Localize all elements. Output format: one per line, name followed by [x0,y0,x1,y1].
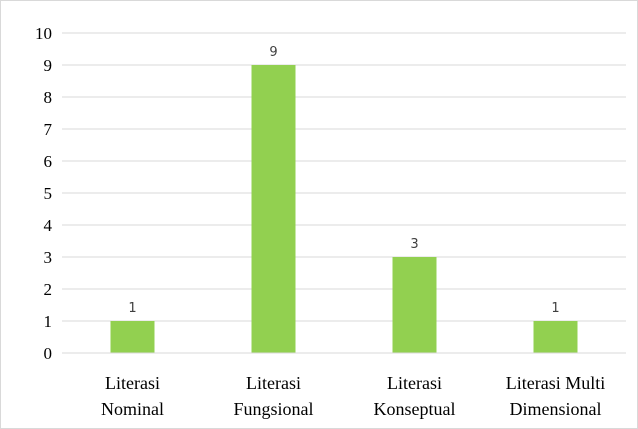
x-tick-label: Literasi [105,373,160,393]
x-tick-label: Fungsional [233,399,313,419]
data-label: 1 [551,301,559,316]
y-tick-label: 8 [44,88,53,107]
y-tick-label: 6 [44,152,53,171]
x-tick-label: Nominal [101,399,164,419]
x-tick-label: Literasi Multi [506,373,605,393]
gridlines [62,32,626,322]
data-label: 3 [410,237,418,252]
bar [392,257,437,353]
y-tick-label: 3 [44,248,53,267]
y-tick-label: 9 [44,56,53,75]
y-axis: 0 1 2 3 4 5 6 7 8 9 10 [35,24,53,363]
bar [110,321,155,353]
x-axis: Literasi Nominal Literasi Fungsional Literas… [62,352,626,419]
y-tick-label: 0 [44,344,53,363]
y-tick-label: 10 [35,24,52,43]
bars [110,65,578,353]
data-label: 1 [128,301,136,316]
y-tick-label: 1 [44,312,53,331]
bar [251,65,296,353]
x-tick-label: Dimensional [510,399,602,419]
y-tick-label: 4 [44,216,53,235]
y-tick-label: 7 [44,120,53,139]
x-tick-label: Literasi [387,373,442,393]
data-label: 9 [269,45,277,60]
y-tick-label: 2 [44,280,53,299]
y-tick-label: 5 [44,184,53,203]
bar [533,321,578,353]
x-tick-label: Literasi [246,373,301,393]
x-tick-label: Konseptual [374,399,456,419]
